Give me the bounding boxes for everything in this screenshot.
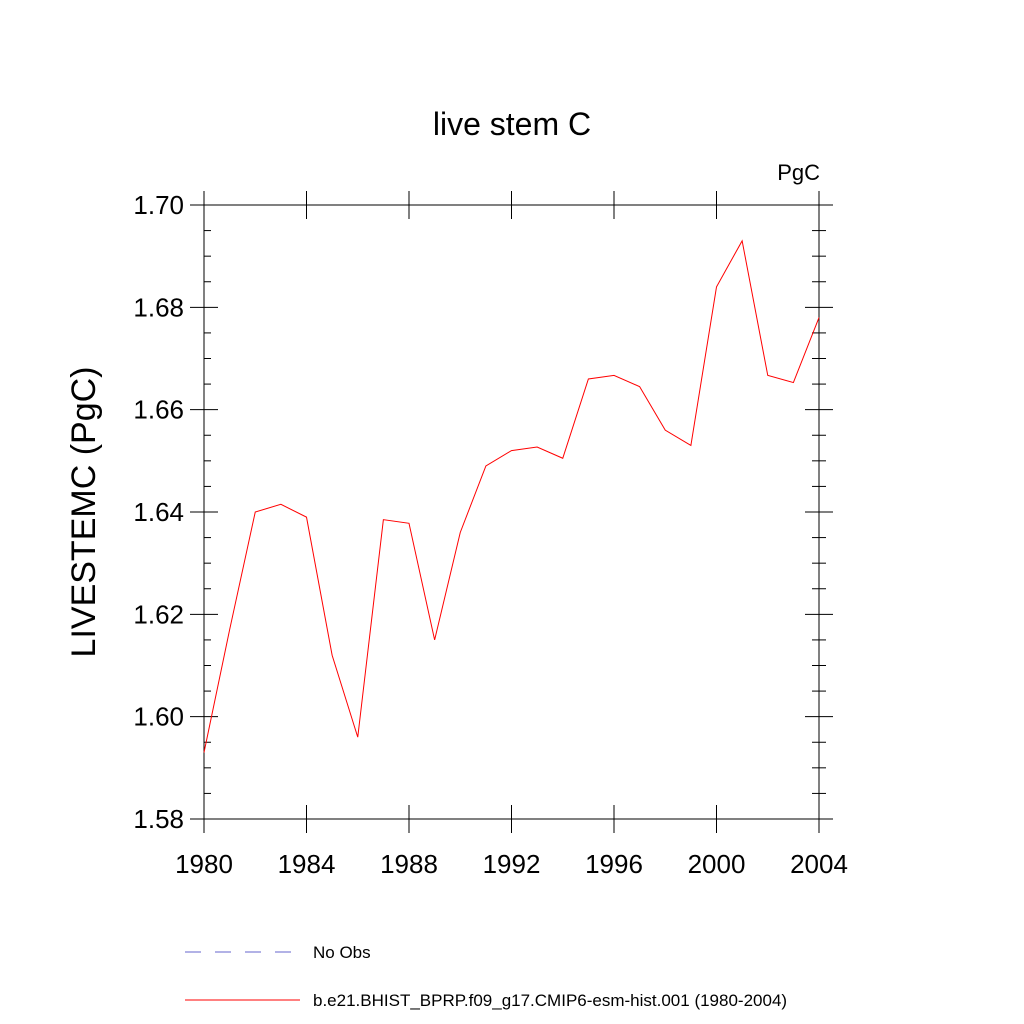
y-tick-label: 1.68 bbox=[133, 292, 184, 322]
x-tick-label: 2000 bbox=[688, 849, 746, 879]
y-axis-label: LIVESTEMC (PgC) bbox=[65, 367, 103, 658]
x-axis: 1980 1984 1988 1992 1996 2000 2004 bbox=[175, 191, 848, 879]
y-tick-label: 1.60 bbox=[133, 702, 184, 732]
chart-title: live stem C bbox=[433, 106, 591, 142]
y-axis: 1.58 1.60 1.62 1.64 1.66 1.68 1.70 bbox=[133, 190, 833, 834]
y-tick-label: 1.62 bbox=[133, 599, 184, 629]
x-tick-label: 1996 bbox=[585, 849, 643, 879]
y-tick-label: 1.66 bbox=[133, 395, 184, 425]
x-tick-label: 1992 bbox=[483, 849, 541, 879]
y-tick-label: 1.58 bbox=[133, 804, 184, 834]
x-tick-label: 1984 bbox=[278, 849, 336, 879]
units-label: PgC bbox=[777, 160, 820, 185]
series-line bbox=[203, 239, 820, 753]
series-layer bbox=[203, 239, 820, 753]
x-tick-label: 2004 bbox=[790, 849, 848, 879]
x-tick-label: 1988 bbox=[380, 849, 438, 879]
legend: No Obs b.e21.BHIST_BPRP.f09_g17.CMIP6-es… bbox=[185, 943, 787, 1010]
y-tick-label: 1.70 bbox=[133, 190, 184, 220]
legend-label-no-obs: No Obs bbox=[313, 943, 371, 962]
legend-label-model: b.e21.BHIST_BPRP.f09_g17.CMIP6-esm-hist.… bbox=[313, 991, 787, 1010]
x-tick-label: 1980 bbox=[175, 849, 233, 879]
y-tick-label: 1.64 bbox=[133, 497, 184, 527]
